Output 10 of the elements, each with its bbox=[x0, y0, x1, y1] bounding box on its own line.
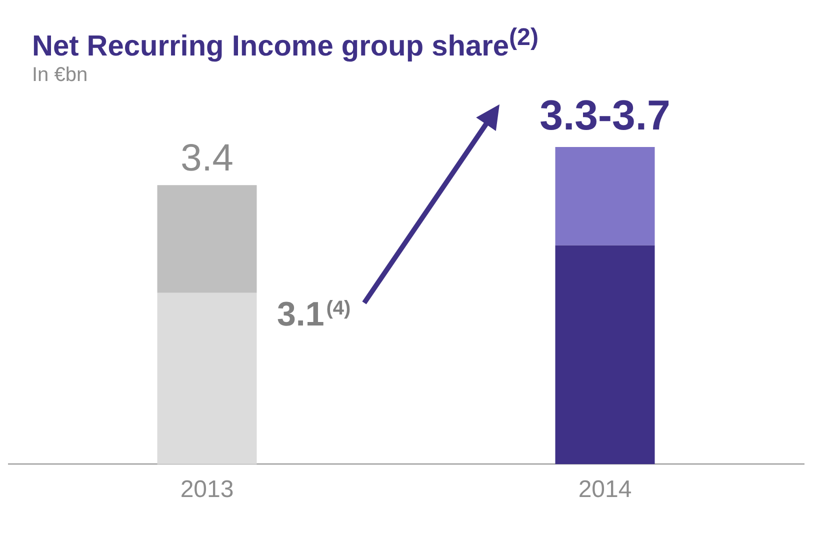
bar bbox=[157, 292, 257, 464]
bar bbox=[555, 146, 655, 245]
annotation: 3.3-3.7 bbox=[540, 91, 670, 138]
bar bbox=[157, 184, 257, 293]
bar bbox=[555, 244, 655, 464]
chart-subtitle: In €bn bbox=[32, 64, 89, 87]
x-tick-label: 2013 bbox=[180, 476, 234, 503]
annotation: 3.4 bbox=[180, 137, 234, 180]
x-tick-label: 2014 bbox=[578, 476, 632, 503]
chart-title: Net Recurring Income group share$^{(2)}$ bbox=[32, 24, 540, 64]
